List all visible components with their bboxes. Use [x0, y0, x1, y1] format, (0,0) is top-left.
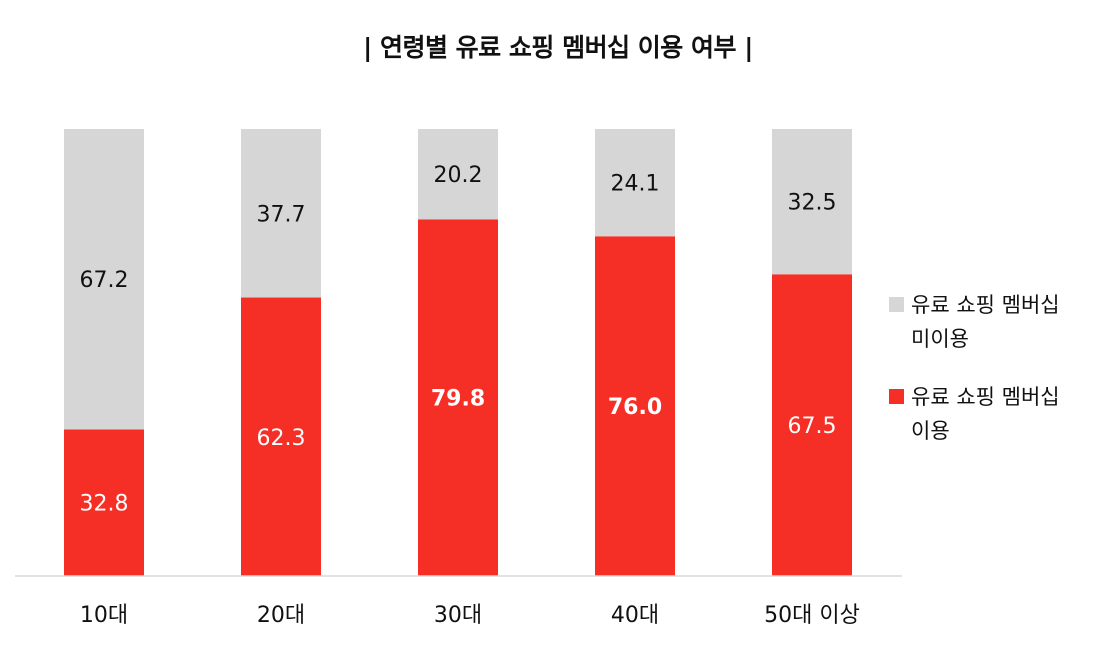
data-label-used: 79.8	[431, 387, 485, 412]
bar-segment-unused	[772, 129, 852, 275]
legend-swatch-used	[889, 389, 904, 404]
data-label-used: 32.8	[80, 492, 129, 517]
chart-title: | 연령별 유료 쇼핑 멤버십 이용 여부 |	[363, 33, 753, 62]
data-label-unused: 67.2	[80, 268, 129, 293]
bar-segment-unused	[418, 129, 498, 220]
data-label-unused: 37.7	[257, 202, 306, 227]
x-tick-label: 30대	[434, 603, 482, 628]
data-label-used: 67.5	[788, 414, 837, 439]
data-label-used: 62.3	[257, 426, 306, 451]
legend-item-used[interactable]: 유료 쇼핑 멤버십 이용	[889, 380, 1109, 448]
bar-segment-unused	[64, 129, 144, 430]
bar-segment-used	[241, 297, 321, 576]
legend-item-unused[interactable]: 유료 쇼핑 멤버십 미이용	[889, 288, 1109, 356]
bar-segment-unused	[241, 129, 321, 298]
legend-label-line2: 이용	[911, 419, 950, 443]
bar-segment-used	[772, 274, 852, 576]
x-tick-labels: 10대 20대 30대 40대 50대 이상	[80, 603, 860, 628]
data-label-unused: 20.2	[434, 163, 483, 188]
x-tick-label: 20대	[257, 603, 305, 628]
x-tick-label: 40대	[611, 603, 659, 628]
data-label-unused: 32.5	[788, 191, 837, 216]
data-label-used: 76.0	[608, 395, 662, 420]
bar-segment-used	[418, 219, 498, 576]
bars-group: 32.8 67.2 62.3 37.7 79.8 20.2 76.0 24.1 67.5 32.5	[64, 129, 852, 576]
bar-segment-unused	[595, 129, 675, 237]
legend-label-line2: 미이용	[911, 327, 969, 351]
legend-swatch-unused	[889, 297, 904, 312]
data-label-unused: 24.1	[611, 172, 660, 197]
legend-label-line1: 유료 쇼핑 멤버십	[911, 385, 1060, 409]
bar-segment-used	[595, 236, 675, 576]
x-tick-label: 50대 이상	[764, 603, 860, 628]
legend: 유료 쇼핑 멤버십 미이용 유료 쇼핑 멤버십 이용	[889, 288, 1109, 472]
x-tick-label: 10대	[80, 603, 128, 628]
bar-segment-used	[64, 429, 144, 576]
legend-label-line1: 유료 쇼핑 멤버십	[911, 293, 1060, 317]
